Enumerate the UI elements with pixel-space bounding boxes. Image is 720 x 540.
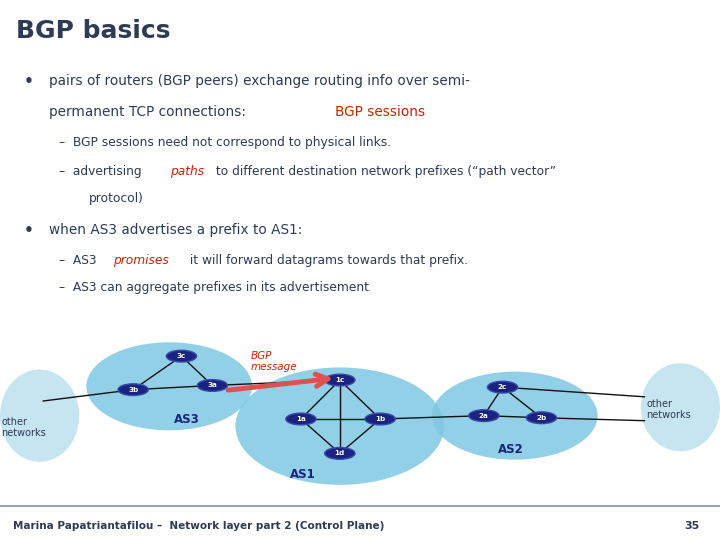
Ellipse shape [432, 372, 598, 460]
Text: to different destination network prefixes (“path vector”: to different destination network prefixe… [212, 165, 557, 178]
Text: –  AS3 can aggregate prefixes in its advertisement: – AS3 can aggregate prefixes in its adve… [59, 281, 369, 294]
Ellipse shape [365, 413, 395, 425]
Ellipse shape [641, 363, 720, 451]
Text: 2c: 2c [498, 384, 507, 390]
Text: 1c: 1c [336, 377, 344, 383]
Text: –  advertising: – advertising [59, 165, 145, 178]
Ellipse shape [286, 413, 316, 425]
Text: 2a: 2a [479, 413, 489, 418]
Text: pairs of routers (BGP peers) exchange routing info over semi-: pairs of routers (BGP peers) exchange ro… [50, 75, 470, 89]
Text: Marina Papatriantafilou –  Network layer part 2 (Control Plane): Marina Papatriantafilou – Network layer … [13, 522, 384, 531]
Text: 3a: 3a [207, 382, 217, 388]
Ellipse shape [118, 384, 148, 395]
Text: BGP sessions: BGP sessions [336, 105, 426, 119]
Text: 1d: 1d [335, 450, 345, 456]
Ellipse shape [325, 374, 355, 386]
Text: protocol): protocol) [89, 192, 143, 205]
Ellipse shape [86, 342, 252, 430]
Text: other
networks: other networks [1, 416, 46, 438]
Ellipse shape [487, 381, 518, 393]
Text: BGP basics: BGP basics [16, 19, 171, 43]
Text: AS3: AS3 [174, 413, 200, 426]
Text: 1a: 1a [296, 416, 306, 422]
Text: AS1: AS1 [289, 468, 315, 481]
Text: 35: 35 [685, 522, 700, 531]
Ellipse shape [166, 350, 197, 362]
Text: permanent TCP connections:: permanent TCP connections: [50, 105, 251, 119]
Text: •: • [24, 223, 34, 238]
Ellipse shape [469, 410, 499, 422]
Text: 2b: 2b [536, 415, 546, 421]
Ellipse shape [526, 412, 557, 423]
Ellipse shape [235, 367, 444, 485]
Text: –  AS3: – AS3 [59, 253, 101, 267]
Ellipse shape [0, 369, 79, 462]
Text: •: • [24, 75, 34, 90]
Text: 3c: 3c [177, 353, 186, 359]
Text: other
networks: other networks [647, 399, 691, 420]
Text: 3b: 3b [128, 387, 138, 393]
Ellipse shape [325, 448, 355, 459]
Text: promises: promises [112, 253, 168, 267]
Text: paths: paths [170, 165, 204, 178]
Text: it will forward datagrams towards that prefix.: it will forward datagrams towards that p… [186, 253, 468, 267]
Text: BGP
message: BGP message [251, 350, 297, 372]
Text: –  BGP sessions need not correspond to physical links.: – BGP sessions need not correspond to ph… [59, 137, 392, 150]
Text: AS2: AS2 [498, 443, 524, 456]
Text: 1b: 1b [375, 416, 385, 422]
Text: when AS3 advertises a prefix to AS1:: when AS3 advertises a prefix to AS1: [50, 223, 303, 237]
Ellipse shape [197, 380, 228, 392]
